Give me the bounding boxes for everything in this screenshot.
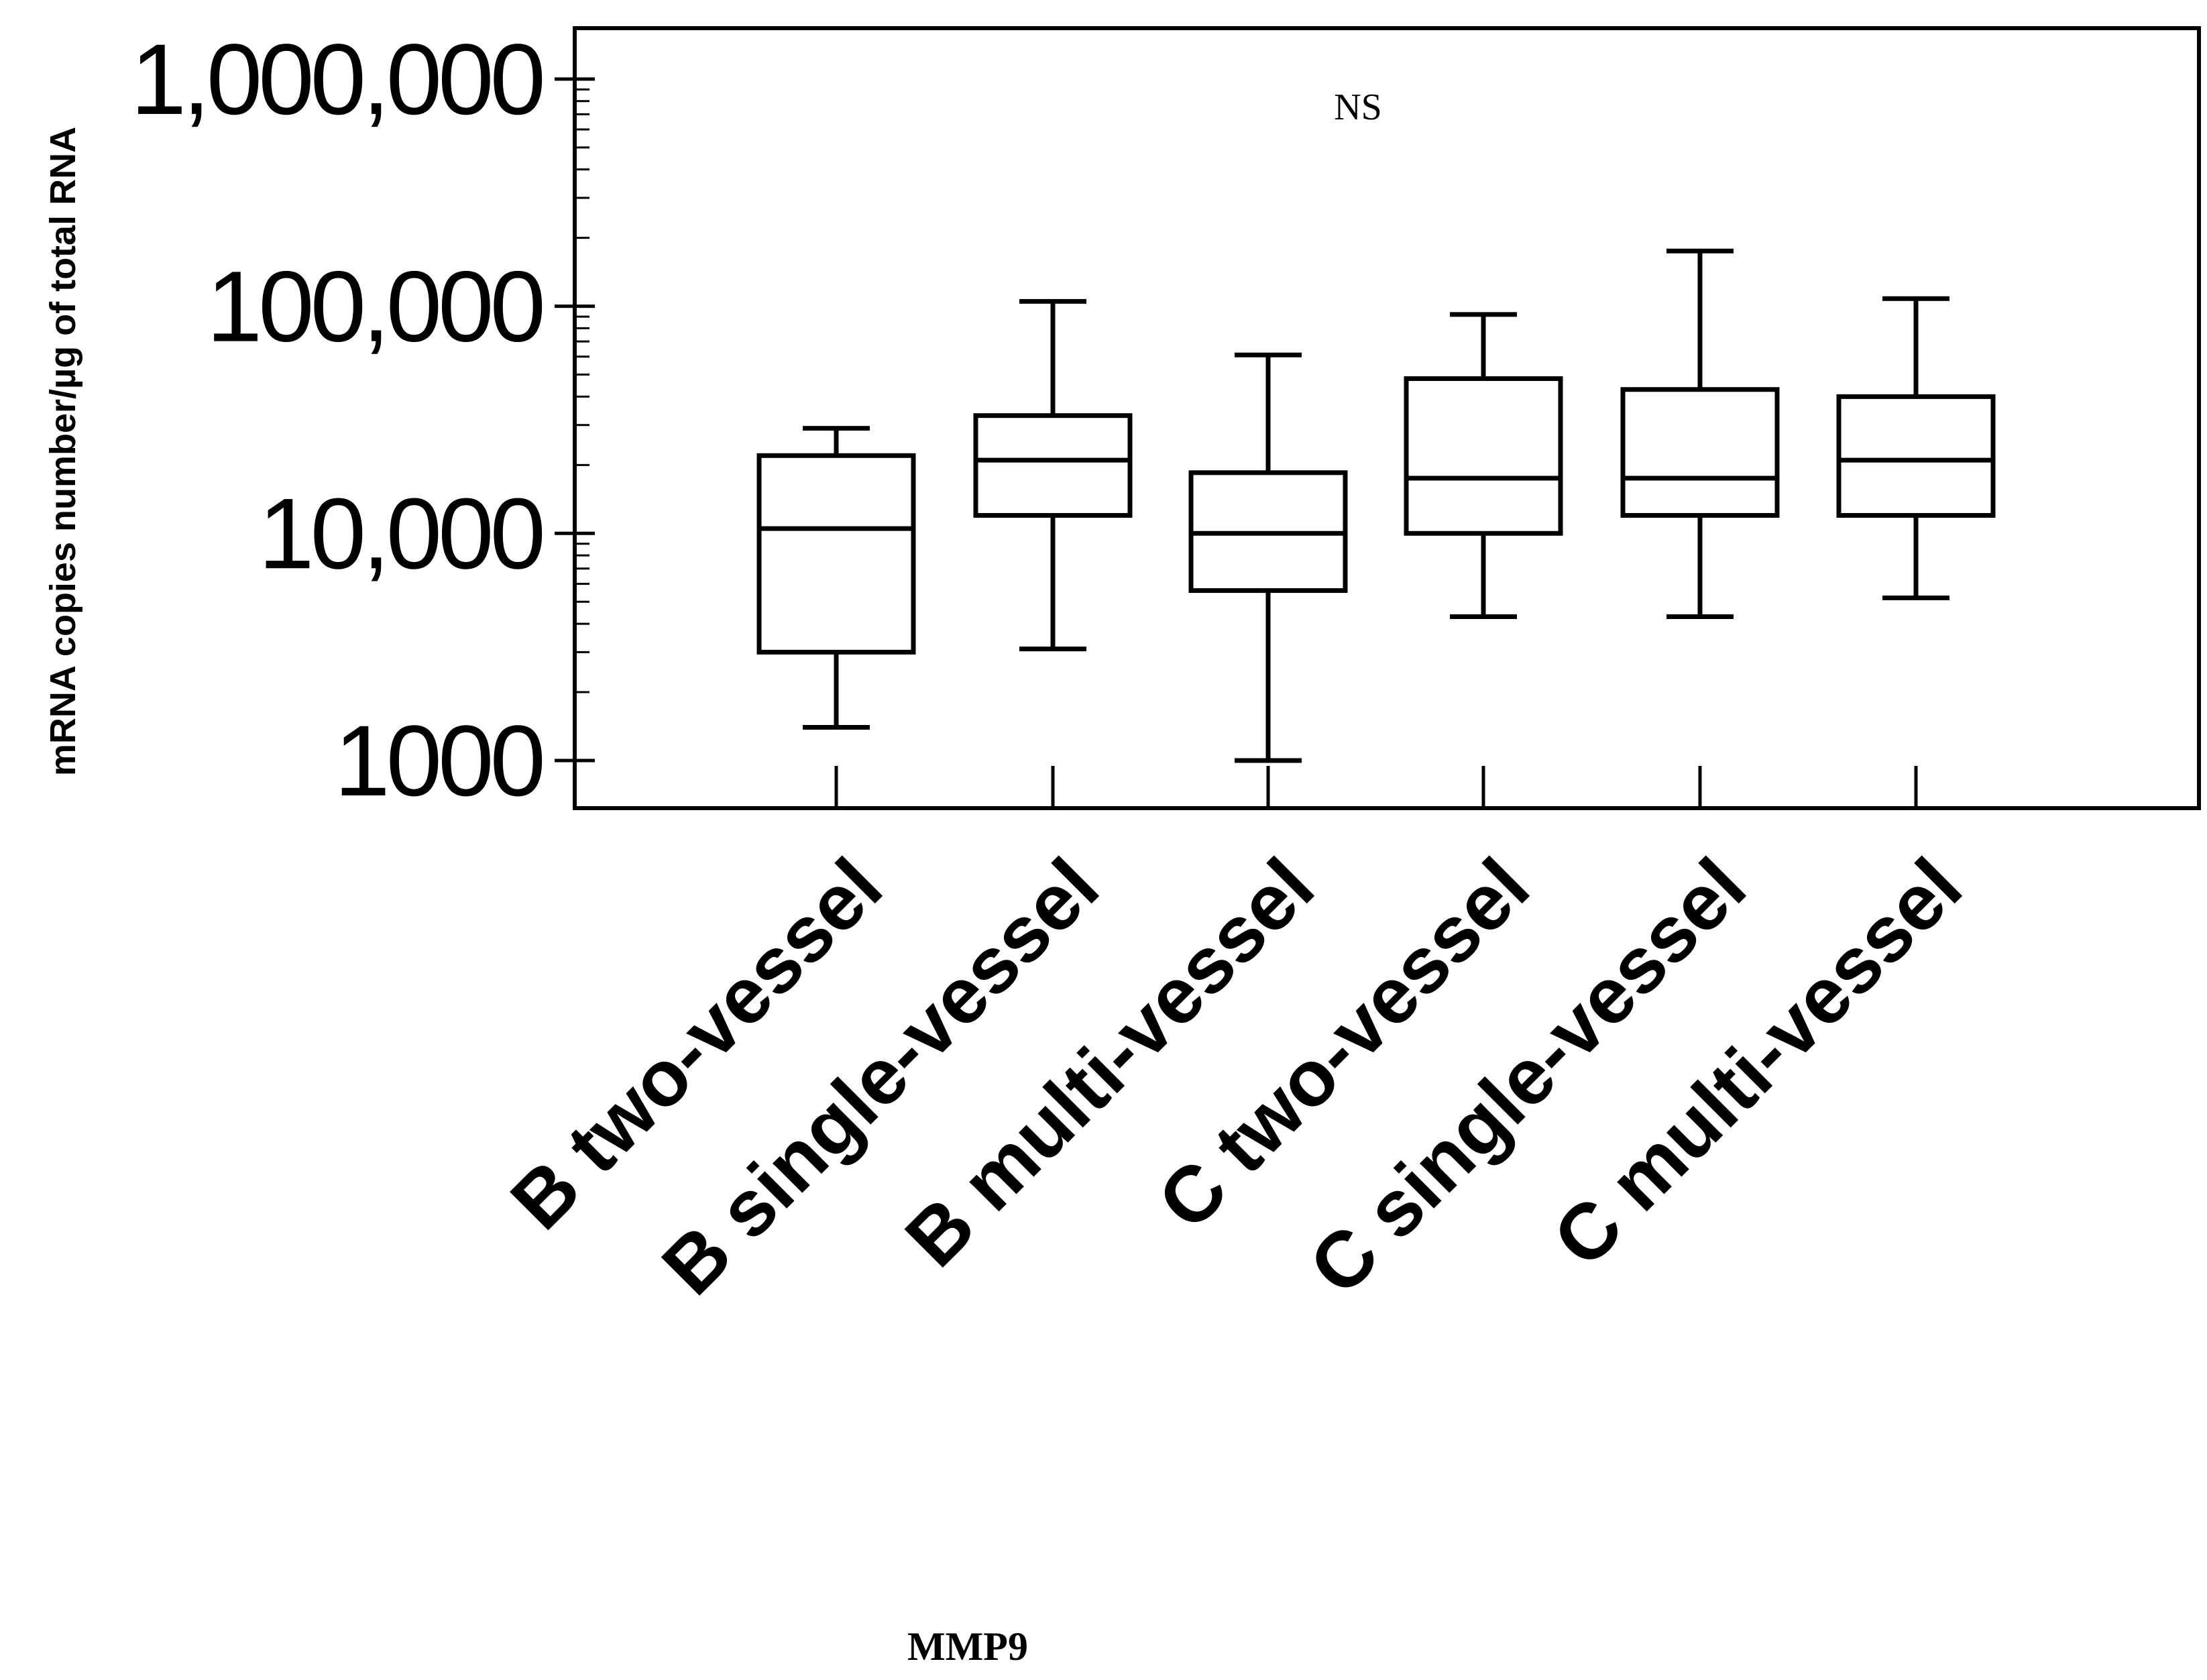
chart-caption: MMP9 xyxy=(907,1624,1028,1669)
box-2 xyxy=(973,298,1133,652)
x-category-ticks xyxy=(834,766,1918,808)
box-3 xyxy=(1188,352,1348,763)
iqr-box xyxy=(1620,387,1780,518)
x-category-label: B two-vessel xyxy=(494,842,899,1246)
y-tick-labels: 1000 10,000 100,000 1,000,000 xyxy=(131,23,547,817)
iqr-box xyxy=(756,453,916,655)
box-series xyxy=(756,248,1996,763)
box-4 xyxy=(1404,312,1563,619)
box-5 xyxy=(1620,248,1780,619)
y-tick-label: 1000 xyxy=(334,704,542,817)
y-major-ticks xyxy=(555,77,595,763)
iqr-box xyxy=(1836,394,1996,518)
plot-frame xyxy=(573,26,2201,810)
y-tick-label: 10,000 xyxy=(258,477,542,590)
iqr-box xyxy=(1404,376,1563,536)
ns-annotation: NS xyxy=(1334,87,1382,128)
y-minor-ticks xyxy=(575,88,589,693)
y-tick-label: 1,000,000 xyxy=(131,23,543,135)
box-6 xyxy=(1836,296,1996,600)
y-axis-label: mRNA copies number/µg of total RNA xyxy=(43,127,83,776)
x-category-label: C two-vessel xyxy=(1141,842,1546,1246)
iqr-box xyxy=(973,413,1133,518)
box-1 xyxy=(756,426,916,730)
y-tick-label: 100,000 xyxy=(207,250,543,363)
